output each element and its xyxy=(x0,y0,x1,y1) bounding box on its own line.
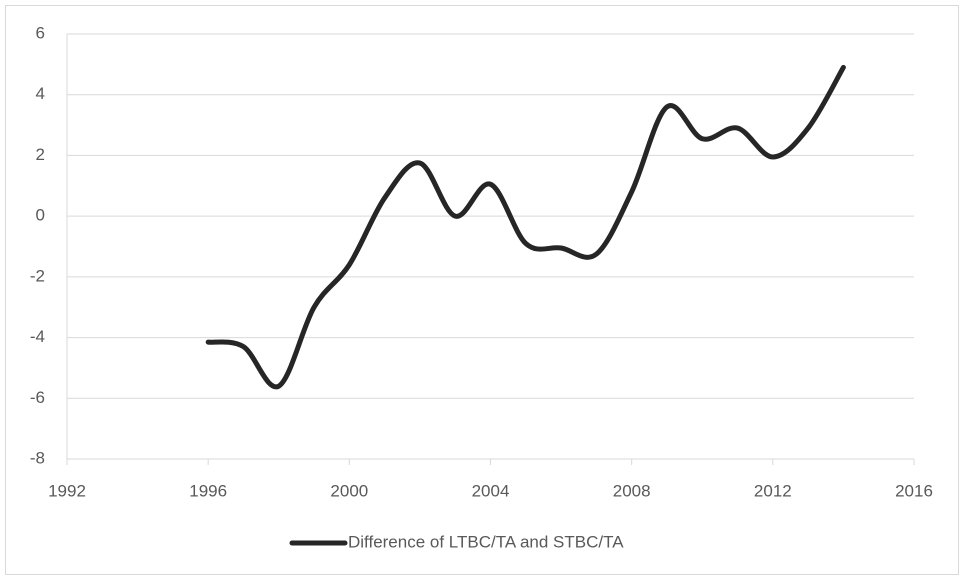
y-tick-label: 2 xyxy=(36,145,45,164)
y-tick-label: -4 xyxy=(30,327,45,346)
x-tick-label: 2000 xyxy=(330,481,368,500)
chart-frame xyxy=(5,5,959,575)
line-series xyxy=(205,64,846,390)
x-tick-label: 2016 xyxy=(895,481,933,500)
legend-label: Difference of LTBC/TA and STBC/TA xyxy=(348,532,624,551)
y-tick-label: 0 xyxy=(36,206,45,225)
x-tick-label: 2012 xyxy=(754,481,792,500)
x-tick-label: 2004 xyxy=(472,481,510,500)
y-tick-label: 6 xyxy=(36,23,45,42)
y-tick-label: -2 xyxy=(30,266,45,285)
y-tick-label: -6 xyxy=(30,388,45,407)
y-tick-label: 4 xyxy=(36,84,45,103)
x-tick-label: 2008 xyxy=(613,481,651,500)
x-tick-label: 1992 xyxy=(48,481,86,500)
x-tick-label: 1996 xyxy=(189,481,227,500)
y-tick-label: -8 xyxy=(30,448,45,467)
